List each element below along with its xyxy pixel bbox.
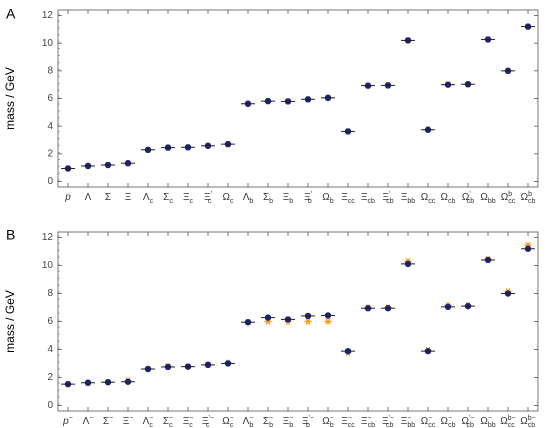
y-tick-label: 10 xyxy=(42,38,54,49)
x-tick-label: Ξb xyxy=(283,192,294,205)
x-tick-label: Ξ− cb xyxy=(361,415,375,428)
x-tick-label: Ωbb xyxy=(480,192,495,205)
panel-label: A xyxy=(6,6,16,22)
x-tick-label: Ωb xyxy=(322,192,333,205)
y-tick-label: 6 xyxy=(47,316,53,327)
x-tick-label: Λ− c xyxy=(143,415,154,428)
x-tick-label: Σ− b xyxy=(263,415,273,428)
x-tick-label: Ξcb xyxy=(361,192,375,205)
x-tick-label: Σb xyxy=(263,192,273,205)
y-tick-label: 8 xyxy=(47,65,53,76)
x-tick-label: Ξbb xyxy=(401,192,415,205)
x-tick-label: Ω− bb xyxy=(480,415,495,428)
x-tick-label: Ξ− cc xyxy=(341,415,355,428)
y-tick-label: 0 xyxy=(47,400,53,411)
x-tick-label: Ξc xyxy=(183,192,194,205)
x-tick-label: Ωb cb xyxy=(521,191,536,205)
y-tick-label: 4 xyxy=(47,121,53,132)
x-tick-label: Σ− c xyxy=(163,415,173,428)
x-tick-label: Ξ'− b xyxy=(302,415,314,428)
x-tick-label: Ξ'− c xyxy=(202,415,214,428)
x-tick-label: Ω− b xyxy=(322,415,334,428)
y-tick-label: 12 xyxy=(42,232,54,243)
x-tick-label: Σ− xyxy=(103,415,113,427)
x-tick-label: Ξ' c xyxy=(204,191,212,205)
x-tick-label: Λ xyxy=(85,192,92,203)
x-tick-label: Ω'− cb xyxy=(462,415,475,428)
y-tick-label: 0 xyxy=(47,176,53,187)
x-tick-label: Λ− xyxy=(83,415,94,427)
x-tick-label: Λb xyxy=(243,192,254,205)
y-tick-label: 10 xyxy=(42,260,54,271)
x-tick-label: p− xyxy=(62,415,73,427)
y-axis-label: mass / GeV xyxy=(3,290,17,353)
panel-label: B xyxy=(6,227,15,243)
x-tick-label: Ω− cc xyxy=(421,415,436,428)
y-tick-label: 8 xyxy=(47,288,53,299)
y-tick-label: 12 xyxy=(42,10,54,21)
x-tick-label: Λc xyxy=(143,192,154,205)
x-tick-label: Ωb− cc xyxy=(500,415,515,428)
x-tick-label: Ω− c xyxy=(222,415,234,428)
y-tick-label: 2 xyxy=(47,372,53,383)
x-tick-label: Ωb cc xyxy=(501,191,516,205)
x-tick-label: Ξ− bb xyxy=(401,415,415,428)
y-tick-label: 6 xyxy=(47,93,53,104)
x-tick-label: Ξ' cb xyxy=(382,191,393,205)
x-tick-label: Ωcc xyxy=(421,192,436,205)
x-tick-label: Ωb− cb xyxy=(520,415,535,428)
x-tick-label: Σc xyxy=(163,192,173,205)
y-axis-label: mass / GeV xyxy=(3,67,17,130)
x-tick-label: Ωc xyxy=(223,192,234,205)
y-tick-label: 4 xyxy=(47,344,53,355)
x-tick-label: Ξ' b xyxy=(304,191,312,205)
x-tick-label: Ω' cb xyxy=(462,191,474,205)
x-tick-label: Ξcc xyxy=(341,192,355,205)
x-tick-label: p xyxy=(64,192,71,203)
x-tick-label: Σ xyxy=(105,192,111,203)
x-tick-label: Ωcb xyxy=(441,192,456,205)
x-tick-label: Ξ'− cb xyxy=(382,415,394,428)
x-tick-label: Ω− cb xyxy=(441,415,456,428)
x-tick-label: Λ− b xyxy=(243,415,254,428)
star-point xyxy=(324,318,332,325)
x-tick-label: Ξ xyxy=(125,192,132,203)
y-tick-label: 2 xyxy=(47,148,53,159)
x-tick-label: Ξ− xyxy=(123,415,134,427)
star-point xyxy=(304,318,312,325)
x-tick-label: Ξ− b xyxy=(283,415,294,428)
x-tick-label: Ξ− c xyxy=(183,415,194,428)
